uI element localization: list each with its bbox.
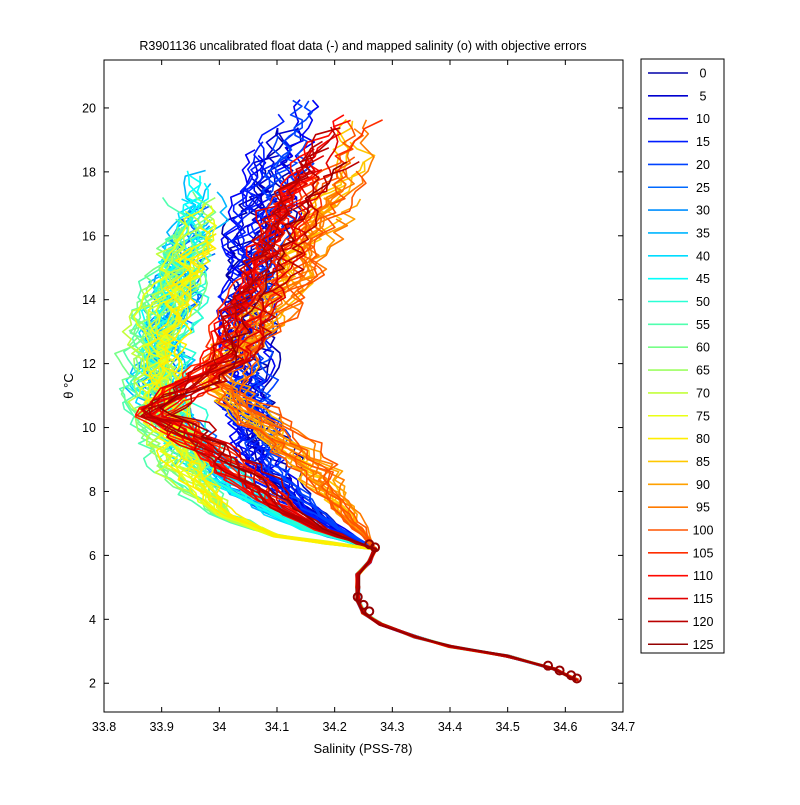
x-tick-label: 34 bbox=[212, 720, 226, 734]
legend-label: 85 bbox=[696, 455, 710, 469]
legend-label: 90 bbox=[696, 478, 710, 492]
y-tick-label: 10 bbox=[82, 421, 96, 435]
legend-label: 80 bbox=[696, 432, 710, 446]
legend-label: 65 bbox=[696, 364, 710, 378]
mapped-salinity-marker bbox=[358, 599, 369, 610]
chart-title: R3901136 uncalibrated float data (-) and… bbox=[139, 39, 586, 53]
x-tick-label: 34.4 bbox=[438, 720, 462, 734]
x-axis-label: Salinity (PSS-78) bbox=[314, 741, 413, 756]
legend-label: 40 bbox=[696, 249, 710, 263]
x-tick-label: 33.8 bbox=[92, 720, 116, 734]
legend-label: 10 bbox=[696, 112, 710, 126]
y-tick-label: 14 bbox=[82, 293, 96, 307]
plot-frame bbox=[103, 59, 624, 713]
profile-line bbox=[159, 161, 577, 682]
legend-label: 75 bbox=[696, 409, 710, 423]
y-tick-label: 8 bbox=[89, 485, 96, 499]
x-tick-label: 34.7 bbox=[611, 720, 635, 734]
x-tick-label: 34.1 bbox=[265, 720, 289, 734]
legend-label: 95 bbox=[696, 501, 710, 515]
legend-label: 5 bbox=[700, 89, 707, 103]
legend-label: 110 bbox=[693, 569, 713, 583]
y-axis-label: θ °C bbox=[61, 373, 76, 398]
x-axis-ticks: 33.8 33.9 34 34.1 34.2 34.3 34.4 34.5 34.6 34.7 bbox=[92, 60, 635, 734]
legend-label: 30 bbox=[696, 204, 710, 218]
x-tick-label: 34.3 bbox=[380, 720, 404, 734]
legend: 0 5 10 15 20 25 30 35 40 45 50 55 60 65 70 75 80 85 90 95 10… bbox=[640, 58, 725, 654]
legend-label: 70 bbox=[696, 386, 710, 400]
legend-label: 25 bbox=[696, 181, 710, 195]
legend-label: 55 bbox=[696, 318, 710, 332]
y-tick-label: 2 bbox=[89, 677, 96, 691]
legend-label: 60 bbox=[696, 341, 710, 355]
legend-label: 0 bbox=[700, 67, 707, 81]
x-tick-label: 33.9 bbox=[149, 720, 173, 734]
legend-label: 15 bbox=[696, 135, 710, 149]
x-tick-label: 34.2 bbox=[322, 720, 346, 734]
x-tick-label: 34.5 bbox=[495, 720, 519, 734]
legend-label: 115 bbox=[693, 592, 713, 606]
legend-label: 125 bbox=[693, 638, 714, 652]
y-axis-ticks: 2 4 6 8 10 12 14 16 18 20 bbox=[82, 101, 623, 691]
legend-box bbox=[640, 58, 725, 654]
legend-label: 35 bbox=[696, 226, 710, 240]
y-tick-label: 6 bbox=[89, 549, 96, 563]
mapped-salinity-marker bbox=[364, 606, 375, 617]
mapped-salinity-marker bbox=[554, 665, 565, 676]
y-tick-label: 16 bbox=[82, 229, 96, 243]
y-tick-label: 18 bbox=[82, 165, 96, 179]
legend-label: 45 bbox=[696, 272, 710, 286]
mapped-salinity-marker bbox=[352, 591, 363, 602]
legend-label: 20 bbox=[696, 158, 710, 172]
legend-label: 50 bbox=[696, 295, 710, 309]
y-tick-label: 12 bbox=[82, 357, 96, 371]
x-tick-label: 34.6 bbox=[553, 720, 577, 734]
y-tick-label: 4 bbox=[89, 613, 96, 627]
legend-label: 105 bbox=[693, 546, 714, 560]
mapped-salinity-marker bbox=[571, 673, 582, 684]
legend-label: 120 bbox=[693, 615, 714, 629]
mapped-salinity-marker bbox=[543, 660, 554, 671]
mapped-salinity-marker bbox=[364, 539, 375, 550]
y-tick-label: 20 bbox=[82, 101, 96, 115]
mapped-salinity-markers bbox=[352, 539, 582, 684]
legend-label: 100 bbox=[693, 524, 714, 538]
